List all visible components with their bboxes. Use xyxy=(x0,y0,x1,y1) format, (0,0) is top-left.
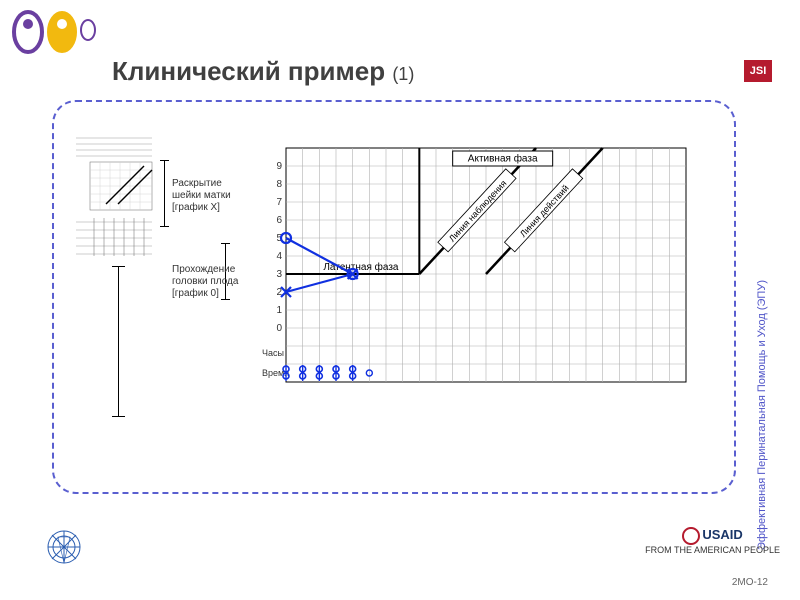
header-logo-icons xyxy=(8,8,100,61)
svg-text:9: 9 xyxy=(276,161,282,172)
title-main: Клинический пример xyxy=(112,56,392,86)
annotation-descent: Прохождение головки плода [график 0] xyxy=(172,264,250,300)
usaid-logo: USAID FROM THE AMERICAN PEOPLE xyxy=(645,527,780,556)
svg-text:3: 3 xyxy=(276,269,282,280)
svg-text:8: 8 xyxy=(276,179,282,190)
who-emblem-icon xyxy=(44,527,84,572)
page-title: Клинический пример (1) xyxy=(112,56,414,87)
title-sub: (1) xyxy=(392,64,414,84)
bracket-top xyxy=(164,160,165,226)
svg-text:Латентная фаза: Латентная фаза xyxy=(323,261,399,273)
svg-text:Активная фаза: Активная фаза xyxy=(468,153,538,165)
svg-text:1: 1 xyxy=(276,305,282,316)
usaid-seal-icon xyxy=(682,527,700,545)
annotation-dilation: Раскрытие шейки матки [график X] xyxy=(172,178,252,214)
side-dimension-cap2 xyxy=(112,416,125,417)
bracket-top-cap1 xyxy=(160,160,169,161)
svg-text:4: 4 xyxy=(276,251,282,262)
svg-text:7: 7 xyxy=(276,197,282,208)
partograph-chart: 0123456789ЧасыВремяАктивная фазаЛатентна… xyxy=(262,144,692,424)
svg-text:0: 0 xyxy=(276,323,282,334)
partograph-thumbnail xyxy=(72,130,157,260)
svg-text:6: 6 xyxy=(276,215,282,226)
page-number: 2MO-12 xyxy=(732,577,768,588)
svg-text:Часы: Часы xyxy=(262,348,284,358)
side-dimension-bar xyxy=(118,266,119,416)
program-name-vertical: Эффективная Перинатальная Помощь и Уход … xyxy=(756,280,768,550)
bracket-bottom-cap1 xyxy=(221,243,230,244)
bracket-top-cap2 xyxy=(160,226,169,227)
side-dimension-cap1 xyxy=(112,266,125,267)
jsi-logo: JSI xyxy=(744,60,772,82)
usaid-tagline: FROM THE AMERICAN PEOPLE xyxy=(645,545,780,555)
usaid-name: USAID xyxy=(702,527,742,542)
